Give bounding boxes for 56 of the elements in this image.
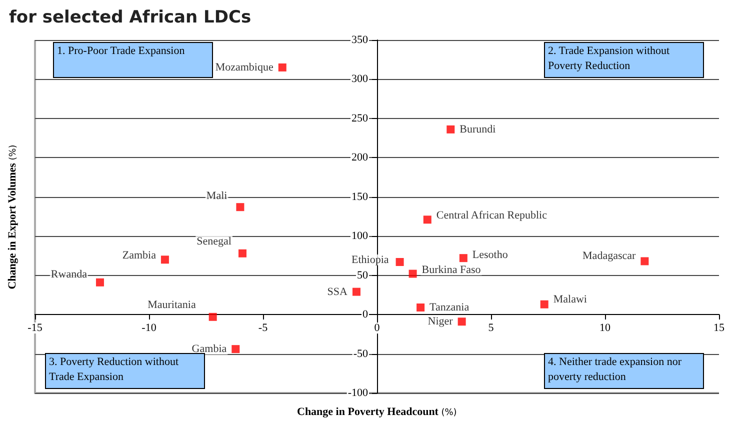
annotation: Zambia	[122, 250, 156, 262]
point	[459, 254, 468, 262]
y-tick-label: -100	[348, 387, 368, 399]
point	[446, 125, 455, 134]
point	[208, 312, 217, 321]
annotation: SSA	[327, 286, 348, 298]
point	[96, 278, 104, 286]
x-tick-label: 10	[600, 322, 611, 334]
annotation: Central African Republic	[436, 210, 548, 222]
annotation: Ethiopia	[352, 254, 389, 266]
annotation: Malawi	[553, 293, 587, 306]
point	[232, 345, 240, 354]
y-tick-label: 50	[357, 269, 368, 282]
annotation: 1. Pro-Poor Trade Expansion	[56, 44, 186, 59]
point	[236, 203, 244, 212]
y-tick-label: 100	[352, 230, 368, 242]
annotation: Lesotho	[472, 249, 508, 262]
point	[458, 318, 466, 326]
x-tick-label: 0	[374, 322, 380, 334]
y-tick-label: 200	[352, 152, 368, 164]
y-tick-label: 250	[352, 112, 368, 124]
annotation: 3. Poverty Reduction without Trade Expansion	[49, 356, 179, 383]
x-axis-title: Change in Poverty Headcount (%)	[297, 406, 457, 418]
point	[408, 270, 417, 278]
point	[396, 258, 404, 266]
x-tick-label: -5	[258, 322, 268, 334]
point	[352, 288, 360, 296]
point	[640, 257, 649, 266]
annotation: Tanzania	[430, 301, 470, 314]
y-tick-label: 150	[352, 190, 368, 203]
annotation: Burundi	[460, 123, 496, 136]
x-tick-label: -15	[28, 322, 43, 334]
y-tick-label: 350	[352, 34, 368, 46]
annotation: Niger	[428, 316, 454, 328]
x-tick-label: 5	[488, 322, 494, 334]
annotation: Madagascar	[582, 250, 636, 262]
chart-title: for selected African LDCs	[9, 8, 252, 28]
point	[238, 249, 246, 258]
y-axis-title: Change in Export Volumes (%)	[6, 144, 18, 289]
y-tick-label: 0	[362, 308, 368, 321]
point	[540, 300, 548, 308]
annotation: Senegal	[196, 235, 232, 248]
annotation: Mozambique	[215, 61, 274, 74]
annotation: Gambia	[192, 343, 227, 356]
point	[160, 256, 169, 264]
y-tick-label: 300	[352, 73, 368, 86]
point	[416, 303, 425, 312]
annotation: Mauritania	[148, 298, 196, 311]
annotation: Rwanda	[50, 268, 88, 280]
point	[423, 216, 432, 224]
annotation: Mali	[206, 190, 228, 202]
x-tick-label: -10	[142, 322, 157, 334]
y-tick-label: -50	[353, 348, 368, 360]
point	[278, 63, 286, 72]
x-tick-label: 15	[714, 322, 725, 334]
annotation: Burkina Faso	[422, 264, 482, 276]
